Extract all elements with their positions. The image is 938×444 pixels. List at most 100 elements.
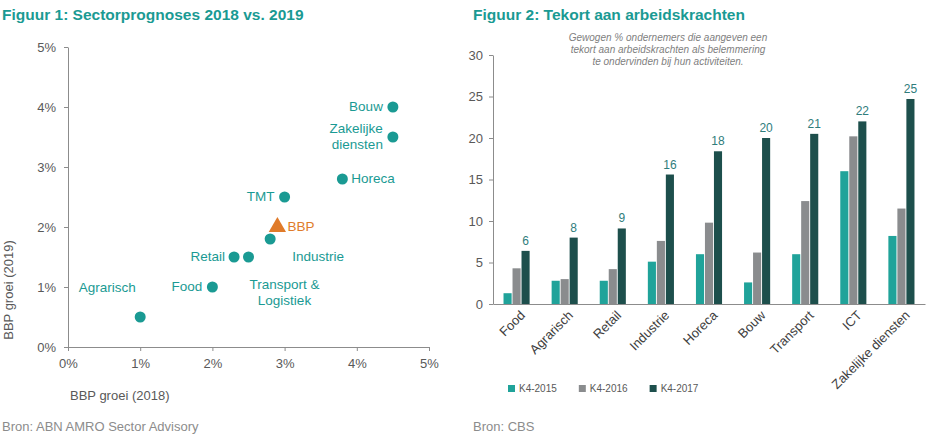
tick-mark bbox=[64, 347, 68, 348]
tick-label: 5% bbox=[37, 40, 56, 55]
tick-label: Bouw bbox=[735, 307, 769, 341]
bar bbox=[504, 293, 512, 304]
tick: 4% bbox=[37, 100, 68, 115]
tick-label: Food bbox=[496, 308, 528, 340]
tick-mark bbox=[68, 347, 69, 351]
legend-item: K4-2015 bbox=[508, 383, 557, 394]
bar bbox=[522, 251, 530, 304]
bar bbox=[705, 223, 713, 304]
point-label: Food bbox=[172, 279, 203, 294]
bar bbox=[696, 254, 704, 304]
bar bbox=[753, 253, 761, 304]
tick: 3% bbox=[276, 347, 295, 371]
chart-container: Figuur 1: Sectorprognoses 2018 vs. 20190… bbox=[0, 0, 938, 444]
text-line: Logistiek bbox=[258, 293, 312, 308]
text-line: Industrie bbox=[292, 249, 344, 264]
tick-mark bbox=[64, 227, 68, 228]
bar bbox=[744, 282, 752, 304]
tick-label: 4% bbox=[37, 100, 56, 115]
tick-label: Transport bbox=[767, 307, 817, 357]
tick-mark bbox=[64, 167, 68, 168]
bar bbox=[666, 175, 674, 304]
data-label: 18 bbox=[711, 134, 725, 148]
tick-label: 0 bbox=[476, 297, 483, 312]
tick-label: 30 bbox=[469, 48, 483, 63]
tick: Horeca bbox=[680, 304, 721, 348]
bar-series bbox=[522, 99, 915, 304]
tick-mark bbox=[64, 107, 68, 108]
point bbox=[387, 132, 398, 143]
tick-label: 2% bbox=[204, 356, 223, 371]
data-label: 6 bbox=[522, 234, 529, 248]
axis-line bbox=[493, 56, 494, 305]
point-label: TMT bbox=[247, 189, 275, 204]
point-label: Retail bbox=[191, 249, 226, 264]
tick: 0 bbox=[476, 297, 493, 312]
tick-mark bbox=[285, 347, 286, 351]
bar bbox=[648, 262, 656, 304]
legend-item: K4-2017 bbox=[650, 383, 699, 394]
chart-title: Figuur 2: Tekort aan arbeidskrachten bbox=[473, 6, 745, 23]
points bbox=[135, 102, 399, 323]
tick-mark bbox=[429, 347, 430, 351]
data-label: 25 bbox=[904, 82, 918, 96]
tick: Retail bbox=[590, 304, 624, 342]
data-label: 9 bbox=[618, 211, 625, 225]
bar bbox=[570, 238, 578, 304]
bar bbox=[552, 281, 560, 304]
scatter-chart: Figuur 1: Sectorprognoses 2018 vs. 20190… bbox=[1, 6, 439, 434]
tick-mark bbox=[489, 180, 493, 181]
tick-label: ICT bbox=[839, 308, 864, 333]
bar bbox=[657, 241, 665, 304]
tick-mark bbox=[489, 304, 493, 305]
axis-line bbox=[69, 347, 430, 348]
point-label: Horeca bbox=[351, 171, 395, 186]
tick-mark bbox=[64, 47, 68, 48]
legend-label: K4-2015 bbox=[519, 383, 557, 394]
legend-swatch bbox=[508, 385, 515, 392]
tick: 4% bbox=[348, 347, 367, 371]
tick: 0% bbox=[37, 340, 68, 355]
bar bbox=[561, 279, 569, 304]
bar bbox=[714, 151, 722, 304]
point bbox=[229, 252, 240, 263]
tick-mark bbox=[489, 55, 493, 56]
tick: 5 bbox=[476, 255, 493, 270]
bar-series bbox=[513, 136, 906, 304]
text-line: Horeca bbox=[351, 171, 395, 186]
data-label: 21 bbox=[808, 117, 822, 131]
tick: Industrie bbox=[626, 304, 672, 353]
tick-label: 1% bbox=[131, 356, 150, 371]
tick-label: 4% bbox=[348, 356, 367, 371]
text-line: TMT bbox=[247, 189, 275, 204]
point-label: Bouw bbox=[349, 99, 383, 114]
tick: 3% bbox=[37, 160, 68, 175]
legend-swatch bbox=[650, 385, 657, 392]
tick-label: 2% bbox=[37, 220, 56, 235]
point-labels: BouwZakelijkedienstenHorecaTMTIndustrieR… bbox=[79, 99, 396, 308]
tick-label: Industrie bbox=[626, 308, 672, 354]
bar bbox=[810, 134, 818, 304]
bar-series bbox=[504, 171, 897, 304]
text-line: Transport & bbox=[249, 277, 319, 292]
point bbox=[337, 174, 348, 185]
tick-mark bbox=[489, 97, 493, 98]
text-line: Retail bbox=[191, 249, 226, 264]
point-label: BBP bbox=[287, 219, 314, 234]
tick-label: Horeca bbox=[680, 307, 721, 348]
tick-label: 10 bbox=[469, 214, 483, 229]
tick: Zakelijke diensten bbox=[829, 304, 913, 392]
x-axis: 0%1%2%3%4%5% bbox=[59, 347, 439, 371]
chart-svg: Figuur 1: Sectorprognoses 2018 vs. 20190… bbox=[0, 0, 938, 444]
tick-label: 25 bbox=[469, 89, 483, 104]
tick: 2% bbox=[37, 220, 68, 235]
point bbox=[387, 102, 398, 113]
data-label: 22 bbox=[856, 104, 870, 118]
bar-chart: Figuur 2: Tekort aan arbeidskrachtenGewo… bbox=[469, 6, 926, 434]
tick-label: 5 bbox=[476, 255, 483, 270]
legend-swatch bbox=[579, 385, 586, 392]
bar bbox=[792, 254, 800, 304]
tick: 5% bbox=[420, 347, 439, 371]
tick: 15 bbox=[469, 172, 493, 187]
bars bbox=[504, 99, 915, 304]
